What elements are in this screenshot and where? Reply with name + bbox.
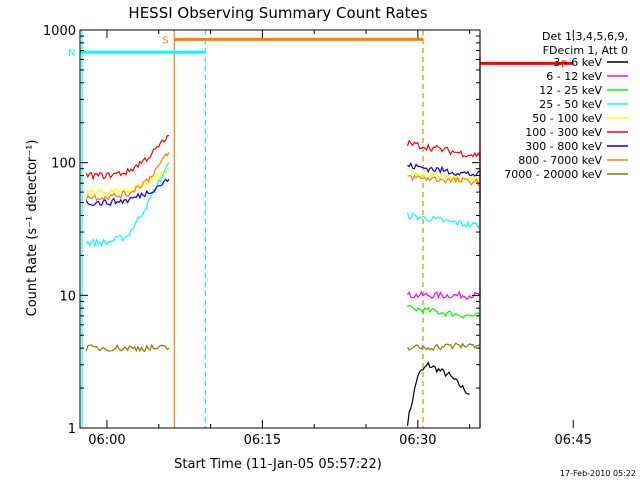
- legend: Det 1,3,4,5,6,9,FDecim 1, Att 03 - 6 keV…: [504, 30, 628, 181]
- series-0: [406, 56, 481, 428]
- series-line-2-0: [407, 304, 481, 320]
- series-line-8-0: [85, 343, 170, 353]
- series-8: [85, 317, 481, 353]
- legend-header-1: FDecim 1, Att 0: [543, 44, 628, 57]
- y-tick-label-1: 10: [59, 289, 76, 304]
- marker-n: N: [68, 48, 206, 59]
- x-tick-label-1: 06:15: [244, 433, 281, 448]
- marker-label-s: S: [162, 35, 168, 46]
- series-line-5-0: [85, 135, 170, 181]
- marker-label-f: F: [561, 59, 567, 70]
- legend-entry-5: 100 - 300 keV: [525, 126, 602, 139]
- x-tick-label-3: 06:45: [555, 433, 592, 448]
- series-line-7-0: [85, 151, 170, 202]
- legend-header-0: Det 1,3,4,5,6,9,: [542, 30, 628, 43]
- legend-entry-3: 25 - 50 keV: [539, 98, 602, 111]
- axes: 110100100006:0006:1506:3006:4507:0007:15…: [43, 24, 592, 448]
- plot-frame: [79, 29, 481, 429]
- x-tick-label-2: 06:30: [399, 433, 436, 448]
- legend-entry-6: 300 - 800 keV: [525, 140, 602, 153]
- legend-entry-1: 6 - 12 keV: [546, 70, 602, 83]
- chart-title: HESSI Observing Summary Count Rates: [128, 4, 427, 22]
- series-line-3-1: [406, 212, 481, 241]
- series-line-8-1: [406, 317, 481, 352]
- y-axis-label: Count Rate (s⁻¹ detector⁻¹): [25, 140, 40, 317]
- series-6: [85, 161, 481, 207]
- y-tick-label-0: 1: [68, 422, 76, 437]
- marker-s: S: [162, 35, 424, 46]
- marker-label-n: N: [68, 48, 75, 59]
- y-tick-label-2: 100: [51, 157, 76, 172]
- legend-entry-2: 12 - 25 keV: [539, 84, 602, 97]
- series-line-4-0: [85, 167, 170, 198]
- legend-entry-4: 50 - 100 keV: [532, 112, 602, 125]
- legend-entry-0: 3 - 6 keV: [553, 56, 602, 69]
- series-line-3-0: [85, 162, 170, 248]
- legend-entry-8: 7000 - 20000 keV: [504, 168, 602, 181]
- footer-timestamp: 17-Feb-2010 05:22: [560, 469, 636, 478]
- series-line-0-0: [406, 361, 470, 426]
- series-7: [85, 151, 481, 210]
- x-axis-label: Start Time (11-Jan-05 05:57:22): [174, 457, 382, 472]
- legend-entry-7: 800 - 7000 keV: [518, 154, 602, 167]
- series-line-6-1: [407, 161, 481, 206]
- series-line-6-0: [85, 178, 170, 207]
- y-tick-label-3: 1000: [43, 24, 76, 39]
- series-line-1-0: [407, 288, 481, 300]
- series-line-7-1: [407, 174, 481, 210]
- series-2: [407, 255, 481, 320]
- x-tick-label-0: 06:00: [88, 433, 125, 448]
- marker-f: F: [480, 59, 574, 70]
- series-4: [85, 167, 481, 198]
